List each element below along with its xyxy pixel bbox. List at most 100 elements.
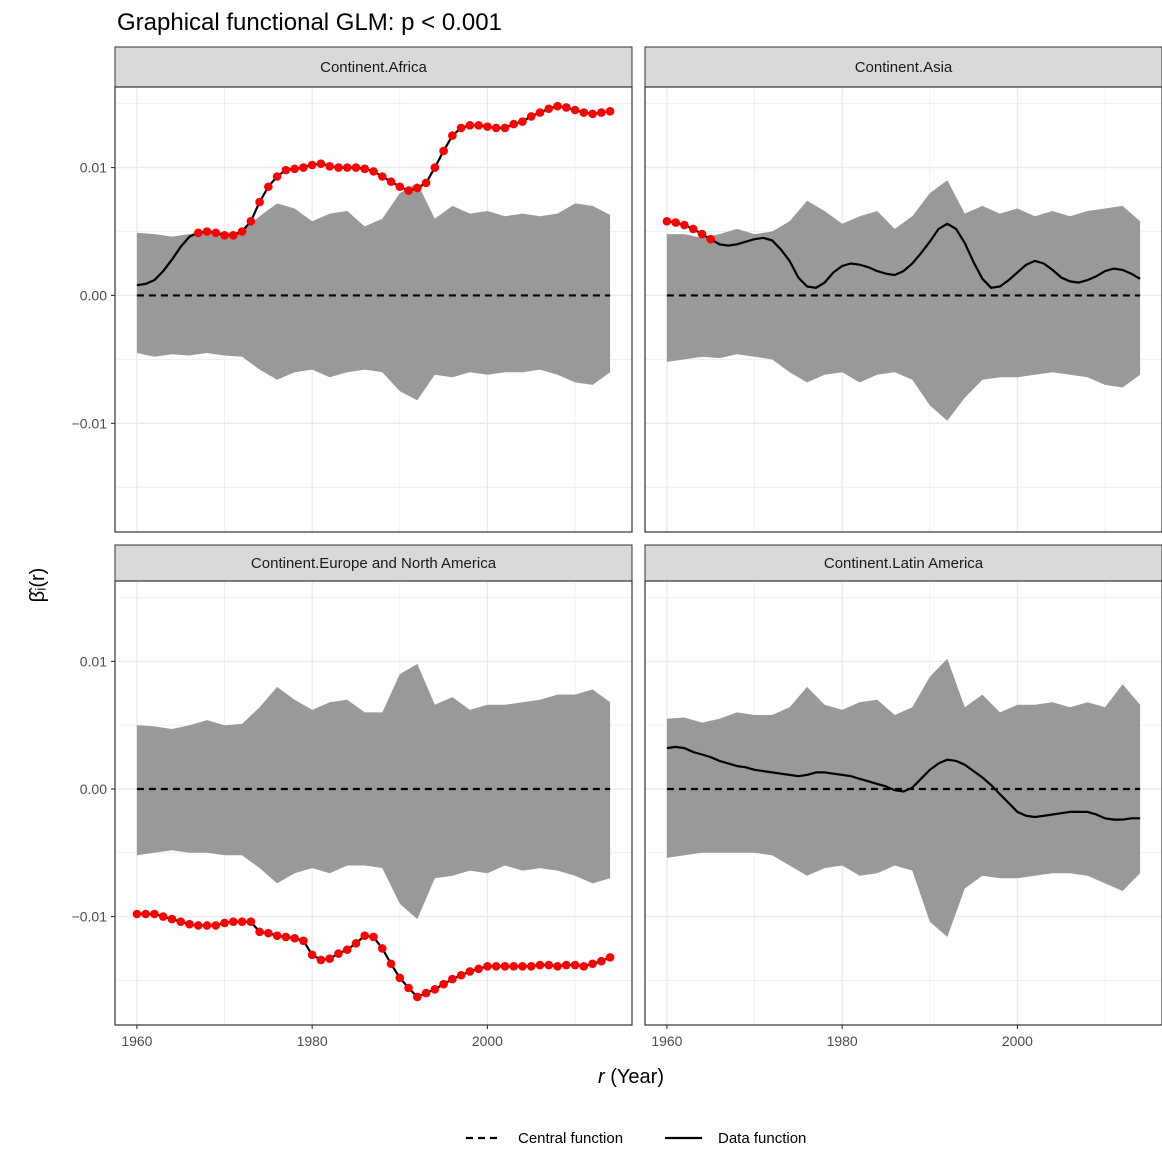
significant-point — [228, 917, 238, 926]
significant-point — [421, 988, 431, 998]
significant-point — [430, 163, 440, 172]
significant-point — [535, 108, 545, 117]
chart-title: Graphical functional GLM: p < 0.001 — [117, 9, 502, 36]
panel-border — [644, 580, 1162, 1026]
y-tick-label: 0.00 — [80, 287, 107, 303]
panel-border — [644, 86, 1162, 533]
significant-point — [448, 131, 457, 140]
significant-point — [570, 105, 580, 115]
significant-point — [264, 182, 273, 192]
x-tick-label: 1980 — [297, 1033, 328, 1049]
panel-4: Continent.Latin America 1960 1980 2000 — [644, 544, 1162, 1049]
significant-point — [395, 973, 405, 983]
significant-point — [570, 960, 580, 970]
significant-point — [421, 178, 431, 188]
significant-point — [211, 228, 221, 238]
y-tick-label: −0.01 — [72, 415, 108, 431]
facet-strip — [644, 544, 1162, 582]
significant-point — [334, 949, 343, 958]
significant-point — [526, 112, 536, 121]
significant-point — [688, 224, 698, 234]
significant-point — [456, 970, 466, 980]
panel-border — [114, 580, 633, 1026]
significant-point — [483, 122, 492, 131]
significant-point — [509, 119, 519, 129]
y-tick-label: 0.00 — [80, 781, 107, 797]
significant-point — [158, 912, 168, 921]
data-function-line — [666, 220, 1141, 289]
significant-point — [386, 177, 396, 186]
significant-point — [167, 914, 177, 924]
significant-point — [369, 932, 378, 942]
facet-panels: Continent.Africa−0.010.000.01Continent.A… — [72, 46, 1162, 1049]
significant-point — [535, 960, 545, 970]
global-envelope — [136, 663, 611, 920]
global-envelope — [666, 180, 1141, 421]
significant-point — [316, 955, 326, 965]
significant-point — [491, 962, 501, 971]
x-tick-label: 1980 — [827, 1033, 858, 1049]
global-envelope — [666, 658, 1141, 937]
y-tick-label: −0.01 — [72, 909, 108, 925]
significant-point — [605, 953, 615, 962]
x-tick-label: 2000 — [1002, 1033, 1033, 1049]
significant-point — [255, 927, 264, 937]
significant-point — [386, 959, 396, 969]
facet-strip-label: Continent.Africa — [320, 59, 427, 76]
facet-strip — [114, 46, 633, 88]
panel-border — [114, 86, 633, 533]
data-function-line — [666, 745, 1141, 821]
significant-point — [588, 109, 597, 119]
panel-3: Continent.Europe and North America −0.01 0… — [72, 544, 633, 1049]
panel-2: Continent.Asia — [644, 46, 1162, 533]
significant-point — [561, 103, 571, 112]
significant-point — [509, 962, 519, 971]
significant-point — [185, 919, 194, 929]
x-axis-title: r (Year) — [598, 1066, 664, 1088]
significant-point — [193, 228, 203, 238]
significant-point — [307, 160, 317, 170]
significant-point — [439, 979, 448, 989]
significant-point — [307, 950, 317, 960]
legend-label-data: Data function — [718, 1130, 806, 1147]
significant-point — [202, 921, 212, 930]
significant-point — [465, 967, 475, 976]
facet-strip — [114, 544, 633, 582]
significant-point — [150, 909, 159, 919]
significant-point — [377, 172, 387, 181]
y-tick-label: 0.01 — [80, 160, 107, 176]
significant-point — [553, 101, 562, 111]
significant-point — [334, 163, 343, 172]
significant-point — [220, 231, 229, 240]
significant-point — [518, 117, 527, 126]
facet-strip-label: Continent.Europe and North America — [251, 555, 497, 572]
x-tick-label: 1960 — [121, 1033, 152, 1049]
significant-point — [264, 928, 273, 938]
significant-point — [316, 159, 326, 169]
significant-point — [430, 984, 440, 994]
significant-point — [351, 939, 361, 948]
facet-strip-label: Continent.Latin America — [824, 555, 984, 572]
significant-point — [697, 229, 707, 239]
significant-point — [474, 121, 483, 130]
panel-1: Continent.Africa −0.01 0.00 0.01 — [72, 46, 633, 533]
global-envelope — [136, 182, 611, 401]
significant-point — [299, 936, 308, 946]
significant-point — [544, 104, 554, 114]
x-tick-label: 2000 — [472, 1033, 503, 1049]
significant-point — [404, 186, 413, 195]
significant-point — [404, 983, 413, 993]
significant-point — [281, 932, 291, 942]
significant-point — [342, 163, 352, 172]
significant-point — [211, 921, 221, 930]
significant-point — [193, 921, 203, 930]
significant-point — [369, 167, 378, 176]
significant-point — [132, 909, 142, 919]
significant-point — [141, 909, 150, 919]
significant-point — [395, 182, 405, 192]
significant-point — [588, 959, 597, 969]
significant-point — [237, 917, 247, 926]
significant-point — [526, 962, 536, 971]
significant-point — [439, 146, 448, 156]
